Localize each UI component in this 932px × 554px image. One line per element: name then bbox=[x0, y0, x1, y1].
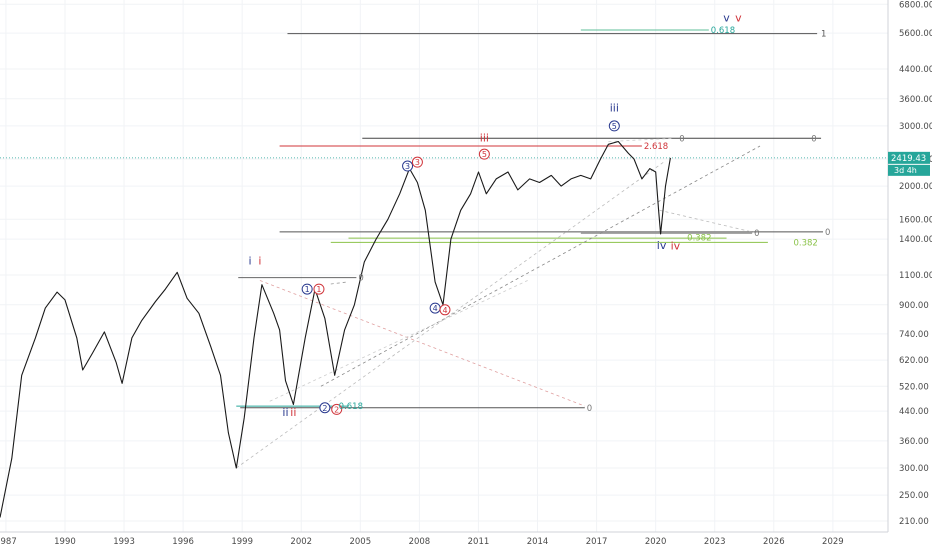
y-tick-label: 1400.00 bbox=[899, 235, 932, 245]
trend-line bbox=[269, 280, 528, 402]
fib-label-0618-bottom: 0.618 bbox=[339, 402, 363, 412]
x-tick-label: 2026 bbox=[763, 537, 785, 547]
wave-label-ii-blue: ii bbox=[282, 406, 288, 419]
fib-label-zero: 0 bbox=[587, 404, 592, 414]
x-tick-label: 2002 bbox=[290, 537, 312, 547]
y-tick-label: 1100.00 bbox=[899, 271, 932, 281]
x-tick-label: 2017 bbox=[586, 537, 608, 547]
price-series bbox=[0, 140, 671, 518]
y-tick-label: 300.00 bbox=[899, 464, 929, 474]
wave-circle-4-red-text: 4 bbox=[442, 306, 447, 315]
wave-circle-1-red-text: 1 bbox=[316, 285, 321, 294]
wave-circle-4-red bbox=[439, 304, 451, 316]
wave-label-i-red: i bbox=[258, 255, 261, 268]
fib-label-one: 1 bbox=[821, 30, 826, 40]
x-tick-label: 1999 bbox=[231, 537, 253, 547]
price-label: 2419.43 bbox=[891, 154, 926, 164]
y-tick-label: 360.00 bbox=[899, 437, 929, 447]
y-tick-label: 210.00 bbox=[899, 517, 929, 527]
wave-circle-3-red-text: 3 bbox=[415, 158, 420, 167]
y-tick-label: 3000.00 bbox=[899, 122, 932, 132]
y-tick-label: 440.00 bbox=[899, 407, 929, 417]
y-tick-label: 2000.00 bbox=[899, 182, 932, 192]
fib-label-zero: 0 bbox=[811, 134, 816, 144]
trend-line bbox=[659, 209, 757, 234]
wave-circle-4-blue-text: 4 bbox=[433, 304, 438, 313]
x-tick-label: 2008 bbox=[409, 537, 431, 547]
x-tick-label: 1987 bbox=[0, 537, 17, 547]
x-tick-label: 2020 bbox=[645, 537, 667, 547]
timeframe-box bbox=[888, 164, 930, 176]
trend-line bbox=[330, 281, 349, 285]
fib-label-0382: 0.382 bbox=[793, 238, 817, 248]
y-tick-label: 4400.00 bbox=[899, 65, 932, 75]
trend-line bbox=[259, 280, 585, 407]
annotation-lines bbox=[0, 29, 888, 469]
wave-label-i-blue: i bbox=[249, 255, 252, 268]
wave-circle-2-blue-text: 2 bbox=[322, 404, 327, 413]
x-tick-label: 2005 bbox=[349, 537, 371, 547]
fib-label-zero: 0 bbox=[825, 228, 830, 238]
fib-label-zero: 0 bbox=[754, 229, 759, 239]
fib-label-zero: 0 bbox=[679, 134, 684, 144]
wave-circle-3-red bbox=[411, 156, 423, 168]
series-line bbox=[0, 140, 671, 518]
wave-label-iii-blue: iii bbox=[610, 102, 619, 115]
grid bbox=[0, 0, 888, 532]
x-tick-label: 2023 bbox=[704, 537, 726, 547]
wave-label-iv-red: iv bbox=[671, 240, 681, 253]
y-tick-label: 620.00 bbox=[899, 356, 929, 366]
wave-circle-5-blue-text: 5 bbox=[612, 122, 617, 131]
wave-label-v-blue: v bbox=[723, 12, 730, 25]
wave-label-iv-blue: iv bbox=[657, 239, 667, 252]
wave-circle-2-blue bbox=[319, 402, 331, 414]
y-tick-label: 520.00 bbox=[899, 382, 929, 392]
y-tick-label: 250.00 bbox=[899, 491, 929, 501]
fib-label-0618-top: 0.618 bbox=[711, 26, 735, 36]
wave-label-ii-red: ii bbox=[290, 406, 296, 419]
wave-circle-1-red bbox=[313, 283, 325, 295]
wave-circle-2-red bbox=[331, 403, 343, 415]
wave-circle-1-blue bbox=[301, 283, 313, 295]
y-tick-label: 740.00 bbox=[899, 330, 929, 340]
y-tick-label: 6800.00 bbox=[899, 0, 932, 10]
fib-label-2618: 2.618 bbox=[644, 142, 668, 152]
trend-line bbox=[608, 137, 674, 142]
x-tick-label: 2029 bbox=[822, 537, 844, 547]
timeframe-label: 3d 4h bbox=[894, 166, 917, 175]
fib-label-zero: 0 bbox=[358, 274, 363, 284]
x-tick-label: 1993 bbox=[113, 537, 135, 547]
y-tick-label: 1600.00 bbox=[899, 215, 932, 225]
wave-circle-5-blue bbox=[608, 120, 620, 132]
fib-label-0382: 0.382 bbox=[687, 234, 711, 244]
wave-circle-5-red bbox=[478, 148, 490, 160]
y-tick-label: 900.00 bbox=[899, 301, 929, 311]
wave-circle-5-red-text: 5 bbox=[482, 150, 487, 159]
price-marker: 2419.43 3d 4h bbox=[888, 151, 930, 176]
wave-circle-2-red-text: 2 bbox=[334, 405, 339, 414]
x-tick-label: 2014 bbox=[527, 537, 549, 547]
wave-circle-3-blue bbox=[402, 160, 414, 172]
wave-circle-1-blue-text: 1 bbox=[305, 285, 310, 294]
price-label-box bbox=[888, 151, 930, 164]
wave-label-v-red: v bbox=[735, 12, 742, 25]
y-tick-label: 5600.00 bbox=[899, 29, 932, 39]
x-tick-label: 1990 bbox=[54, 537, 76, 547]
x-tick-label: 1996 bbox=[172, 537, 194, 547]
trend-line bbox=[236, 161, 664, 469]
x-tick-label: 2011 bbox=[468, 537, 490, 547]
y-tick-label: 3600.00 bbox=[899, 95, 932, 105]
wave-circle-3-blue-text: 3 bbox=[405, 162, 410, 171]
wave-label-iii-red: iii bbox=[480, 132, 489, 145]
